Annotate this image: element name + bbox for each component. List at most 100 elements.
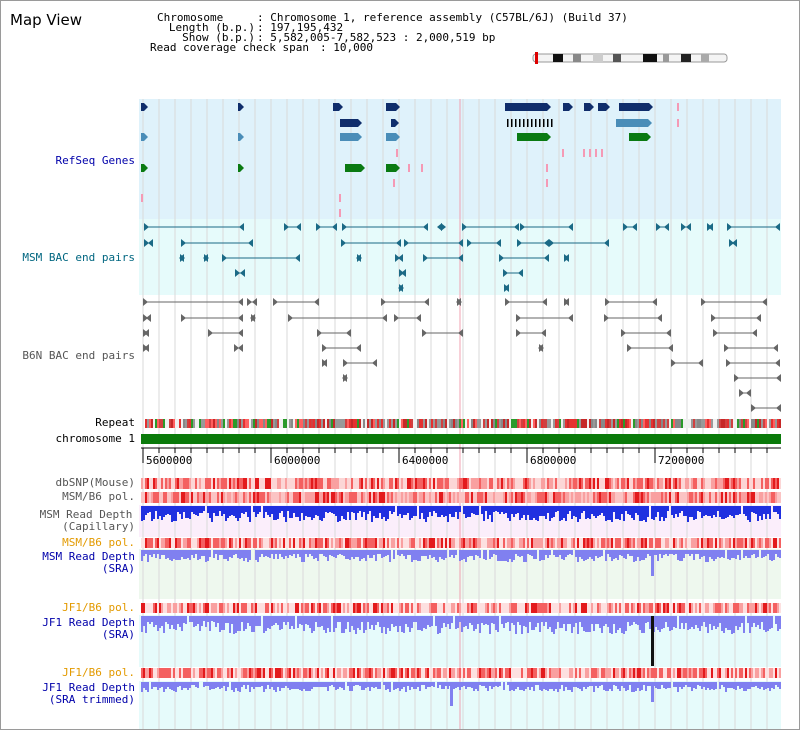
bac-end (681, 223, 686, 231)
polymorphism-cell (391, 538, 393, 548)
polymorphism-cell (575, 478, 577, 489)
gene-feature (238, 103, 244, 111)
polymorphism-cell (173, 603, 175, 613)
polymorphism-cell (661, 478, 663, 489)
polymorphism-cell (669, 668, 671, 678)
depth-bar (279, 682, 281, 691)
depth-bar (363, 506, 365, 512)
repeat-element (731, 419, 733, 428)
depth-bar (423, 682, 425, 685)
depth-bar (755, 682, 757, 686)
depth-bar (719, 682, 721, 689)
polymorphism-cell (777, 538, 779, 548)
repeat-element (327, 419, 329, 428)
bac-end (423, 254, 428, 262)
depth-bar (379, 506, 381, 513)
polymorphism-cell (655, 668, 657, 678)
depth-bar (719, 506, 721, 517)
polymorphism-cell (647, 603, 649, 613)
polymorphism-cell (609, 538, 611, 548)
polymorphism-cell (483, 478, 485, 489)
polymorphism-cell (223, 492, 225, 503)
polymorphism-cell (721, 603, 723, 613)
polymorphism-cell (715, 538, 717, 548)
polymorphism-cell (751, 538, 753, 548)
polymorphism-cell (293, 603, 295, 613)
polymorphism-cell (741, 668, 743, 678)
depth-bar (335, 506, 337, 516)
depth-bar (683, 550, 685, 558)
polymorphism-cell (263, 668, 265, 678)
polymorphism-cell (539, 603, 541, 613)
polymorphism-cell (483, 538, 485, 548)
polymorphism-cell (443, 668, 445, 678)
polymorphism-cell (159, 478, 161, 489)
depth-bar (351, 616, 353, 626)
polymorphism-cell (369, 603, 371, 613)
polymorphism-cell (693, 492, 695, 503)
depth-bar (341, 550, 343, 555)
polymorphism-cell (401, 492, 403, 503)
msm-bac-label[interactable]: MSM BAC end pairs (22, 251, 135, 264)
polymorphism-cell (683, 603, 685, 613)
depth-bar (693, 550, 695, 560)
polymorphism-cell (681, 668, 683, 678)
polymorphism-cell (691, 538, 693, 548)
depth-bar (279, 616, 281, 630)
polymorphism-cell (445, 492, 447, 503)
polymorphism-cell (565, 538, 567, 548)
polymorphism-cell (213, 603, 215, 613)
polymorphism-cell (465, 668, 467, 678)
b6n-bac-label[interactable]: B6N BAC end pairs (22, 349, 135, 362)
repeat-element (615, 419, 617, 428)
depth-bar (329, 506, 331, 512)
depth-bar (549, 506, 551, 521)
polymorphism-cell (733, 478, 735, 489)
polymorphism-cell (321, 492, 323, 503)
repeat-element (539, 419, 541, 428)
polymorphism-cell (447, 603, 449, 613)
polymorphism-cell (773, 492, 775, 503)
polymorphism-cell (207, 668, 209, 678)
repeat-element (271, 419, 273, 428)
polymorphism-cell (417, 603, 419, 613)
repeat-element (767, 419, 769, 428)
depth-bar (509, 550, 511, 559)
polymorphism-cell (285, 492, 287, 503)
depth-bar (303, 506, 305, 520)
polymorphism-cell (309, 538, 311, 548)
polymorphism-cell (613, 603, 615, 613)
polymorphism-cell (587, 603, 589, 613)
depth-bar (713, 682, 715, 690)
polymorphism-cell (685, 492, 687, 503)
repeat-element (199, 419, 201, 428)
depth-bar (171, 506, 173, 522)
polymorphism-cell (157, 492, 159, 503)
polymorphism-cell (239, 478, 241, 489)
polymorphism-cell (621, 603, 623, 613)
depth-bar (413, 550, 415, 560)
repeat-element (747, 419, 749, 428)
polymorphism-cell (701, 668, 703, 678)
depth-bar (273, 506, 275, 520)
polymorphism-cell (537, 668, 539, 678)
polymorphism-cell (329, 492, 331, 503)
polymorphism-cell (245, 538, 247, 548)
polymorphism-cell (181, 603, 183, 613)
polymorphism-cell (443, 492, 445, 503)
repeat-element (671, 419, 673, 428)
depth-bar (521, 506, 523, 518)
polymorphism-cell (409, 492, 411, 503)
depth-bar (525, 682, 527, 689)
refseq-label[interactable]: RefSeq Genes (55, 154, 135, 167)
polymorphism-cell (517, 538, 519, 548)
polymorphism-cell (457, 538, 459, 548)
depth-bar (765, 682, 767, 689)
depth-bar (485, 616, 487, 624)
depth-bar (639, 506, 641, 521)
repeat-element (553, 419, 555, 428)
depth-bar (507, 506, 509, 518)
polymorphism-cell (465, 478, 467, 489)
repeat-element (659, 419, 661, 428)
polymorphism-cell (461, 668, 463, 678)
